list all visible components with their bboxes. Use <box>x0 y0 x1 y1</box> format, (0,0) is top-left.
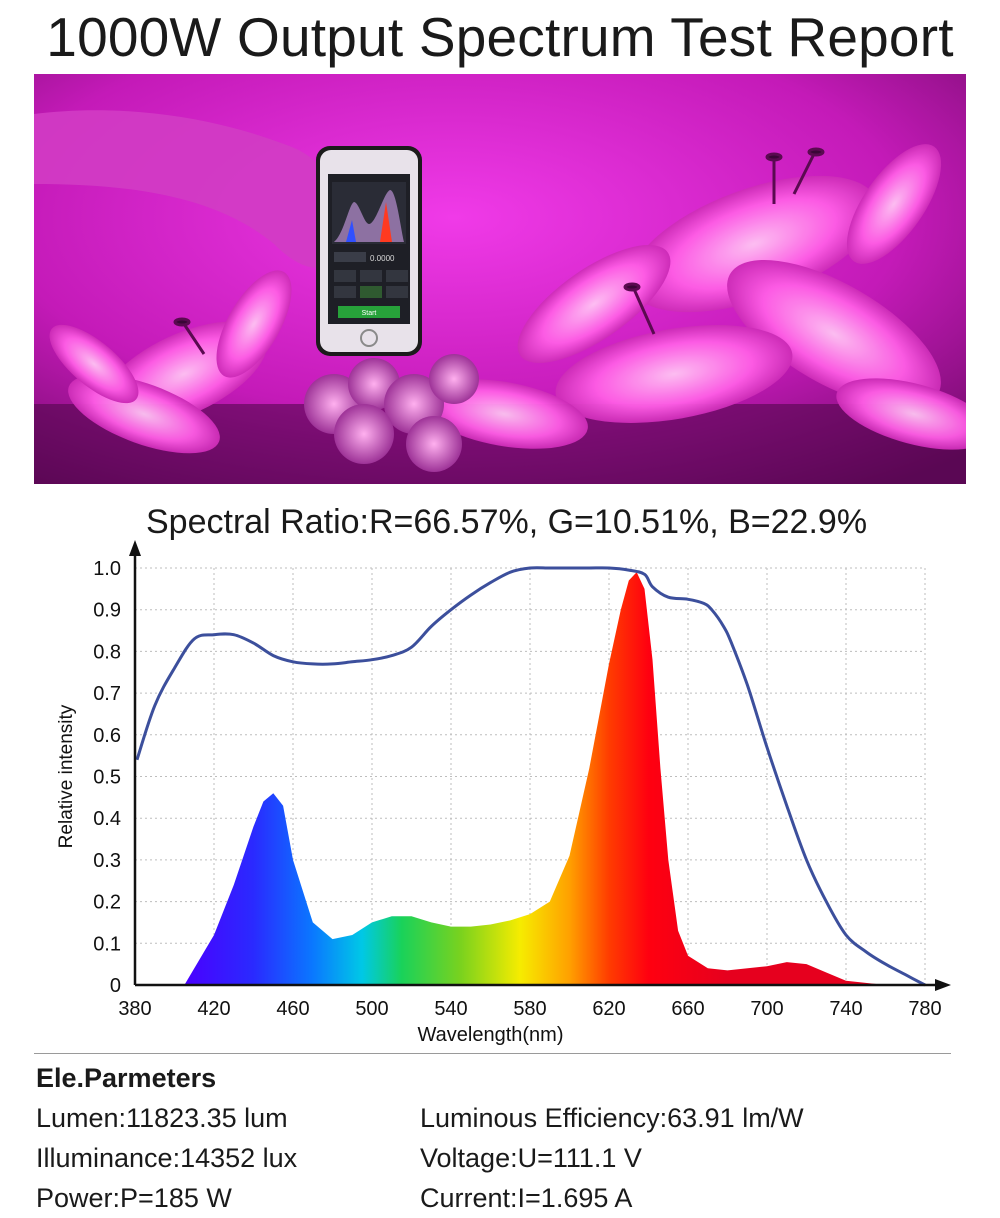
y-tick-label: 0.6 <box>93 725 121 747</box>
y-tick-label: 0.8 <box>93 641 121 663</box>
y-tick-label: 1.0 <box>93 558 121 580</box>
luminous-efficiency-value: Luminous Efficiency:63.91 lm/W <box>420 1103 804 1133</box>
current-value: Current:I=1.695 A <box>420 1183 633 1213</box>
x-tick-label: 500 <box>355 998 388 1020</box>
lumen-value: Lumen:11823.35 lum <box>36 1103 288 1133</box>
spectral-ratio: Spectral Ratio:R=66.57%, G=10.51%, B=22.… <box>146 503 868 541</box>
y-tick-label: 0.5 <box>93 767 121 789</box>
spectrum-area <box>184 572 906 985</box>
power-value: Power:P=185 W <box>36 1183 232 1213</box>
x-tick-label: 780 <box>908 998 941 1020</box>
y-tick-label: 0.7 <box>93 683 121 705</box>
y-tick-label: 0 <box>110 975 121 997</box>
y-tick-label: 0.1 <box>93 933 121 955</box>
page-title: 1000W Output Spectrum Test Report <box>46 6 954 68</box>
y-axis-arrow <box>129 540 141 556</box>
phone-spectrometer-photo-icon: 0.0000 Start <box>34 74 966 484</box>
x-tick-label: 740 <box>829 998 862 1020</box>
x-tick-label: 620 <box>592 998 625 1020</box>
x-tick-label: 380 <box>118 998 151 1020</box>
x-axis-label: Wavelength(nm) <box>418 1024 564 1046</box>
parameters-heading: Ele.Parmeters <box>36 1063 217 1093</box>
y-tick-label: 0.4 <box>93 808 121 830</box>
y-tick-label: 0.9 <box>93 600 121 622</box>
divider <box>34 1053 951 1054</box>
voltage-value: Voltage:U=111.1 V <box>420 1143 642 1173</box>
phone-start-button: Start <box>362 310 377 317</box>
y-axis-label: Relative intensity <box>56 704 77 848</box>
x-tick-label: 660 <box>671 998 704 1020</box>
x-tick-label: 700 <box>750 998 783 1020</box>
x-tick-label: 460 <box>276 998 309 1020</box>
x-tick-label: 420 <box>197 998 230 1020</box>
y-tick-label: 0.3 <box>93 850 121 872</box>
illuminance-value: Illuminance:14352 lux <box>36 1143 298 1173</box>
x-tick-label: 580 <box>513 998 546 1020</box>
y-tick-label: 0.2 <box>93 892 121 914</box>
x-tick-label: 540 <box>434 998 467 1020</box>
phone-reading: 0.0000 <box>370 254 395 263</box>
spectrum-chart: 0 0.1 0.2 0.3 0.4 0.5 0.6 0.7 0.8 0.9 1.0 380 420 46… <box>56 540 951 1046</box>
envelope-line <box>135 566 926 987</box>
x-axis-arrow <box>935 979 951 991</box>
